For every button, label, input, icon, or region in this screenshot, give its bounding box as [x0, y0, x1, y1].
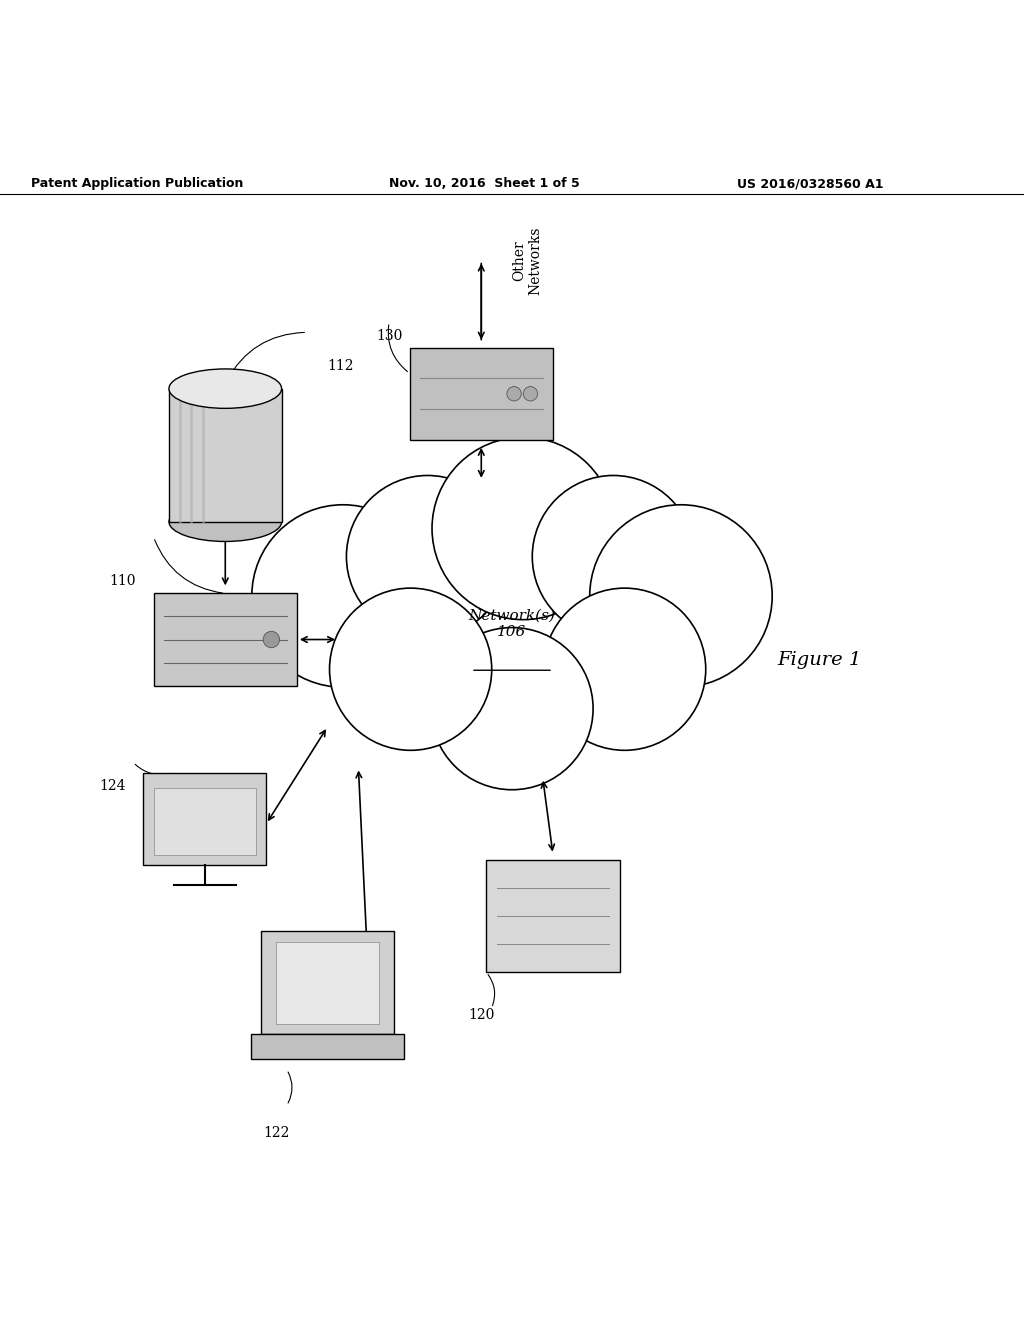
FancyBboxPatch shape	[410, 347, 553, 440]
Circle shape	[507, 387, 521, 401]
Text: 120: 120	[468, 1008, 495, 1022]
FancyBboxPatch shape	[276, 941, 379, 1023]
FancyBboxPatch shape	[154, 594, 297, 685]
Circle shape	[532, 475, 694, 638]
Text: US 2016/0328560 A1: US 2016/0328560 A1	[737, 177, 884, 190]
Text: 110: 110	[110, 574, 136, 589]
Circle shape	[263, 631, 280, 648]
Circle shape	[590, 504, 772, 688]
Ellipse shape	[169, 368, 282, 408]
Circle shape	[346, 475, 509, 638]
Text: Network(s)
106: Network(s) 106	[469, 609, 555, 639]
FancyBboxPatch shape	[261, 932, 394, 1034]
Circle shape	[330, 589, 492, 750]
FancyBboxPatch shape	[251, 1034, 404, 1060]
FancyBboxPatch shape	[154, 788, 256, 854]
FancyBboxPatch shape	[143, 772, 266, 865]
Ellipse shape	[169, 502, 282, 541]
Circle shape	[431, 627, 593, 789]
Text: Other
Networks: Other Networks	[513, 227, 543, 294]
Text: Patent Application Publication: Patent Application Publication	[31, 177, 243, 190]
Circle shape	[544, 589, 706, 750]
Text: 122: 122	[263, 1126, 290, 1140]
Text: 124: 124	[99, 779, 126, 793]
Text: 130: 130	[376, 329, 402, 343]
FancyBboxPatch shape	[169, 388, 282, 521]
Circle shape	[432, 437, 614, 619]
FancyBboxPatch shape	[486, 859, 620, 973]
Circle shape	[523, 387, 538, 401]
Circle shape	[252, 504, 434, 688]
Text: Nov. 10, 2016  Sheet 1 of 5: Nov. 10, 2016 Sheet 1 of 5	[389, 177, 580, 190]
Text: Figure 1: Figure 1	[777, 651, 861, 669]
Text: 112: 112	[328, 359, 354, 374]
